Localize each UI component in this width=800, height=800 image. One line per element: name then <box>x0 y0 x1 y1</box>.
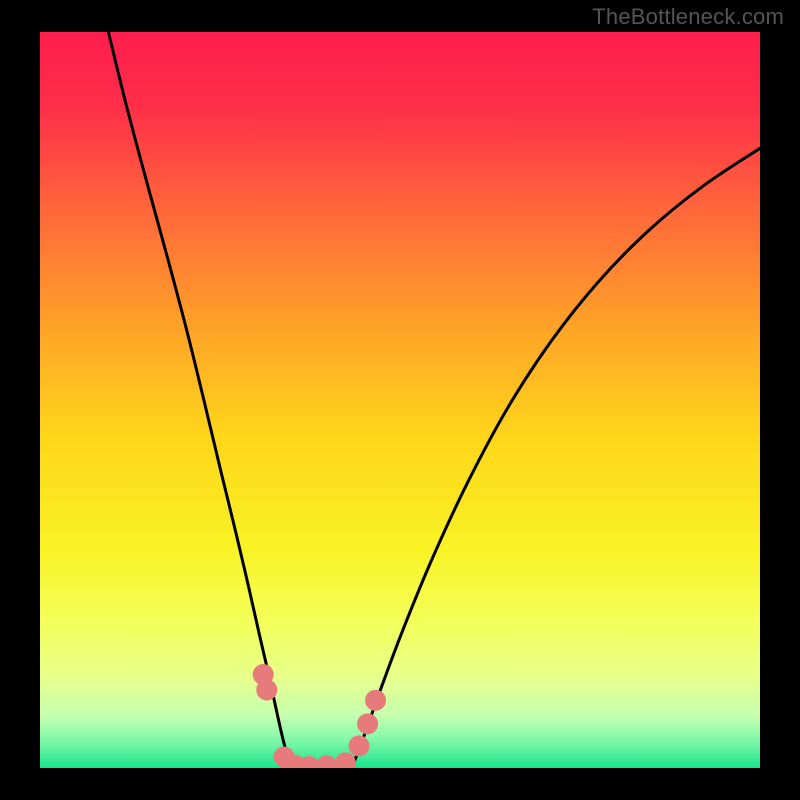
marker-point <box>349 736 369 756</box>
plot-area <box>40 32 760 768</box>
gradient-background <box>40 32 760 768</box>
chart-root: { "meta": { "watermark": "TheBottleneck.… <box>0 0 800 800</box>
marker-point <box>257 680 277 700</box>
watermark-text: TheBottleneck.com <box>592 4 784 30</box>
marker-point <box>366 690 386 710</box>
marker-point <box>358 714 378 734</box>
marker-point <box>335 753 355 768</box>
chart-svg <box>40 32 760 768</box>
